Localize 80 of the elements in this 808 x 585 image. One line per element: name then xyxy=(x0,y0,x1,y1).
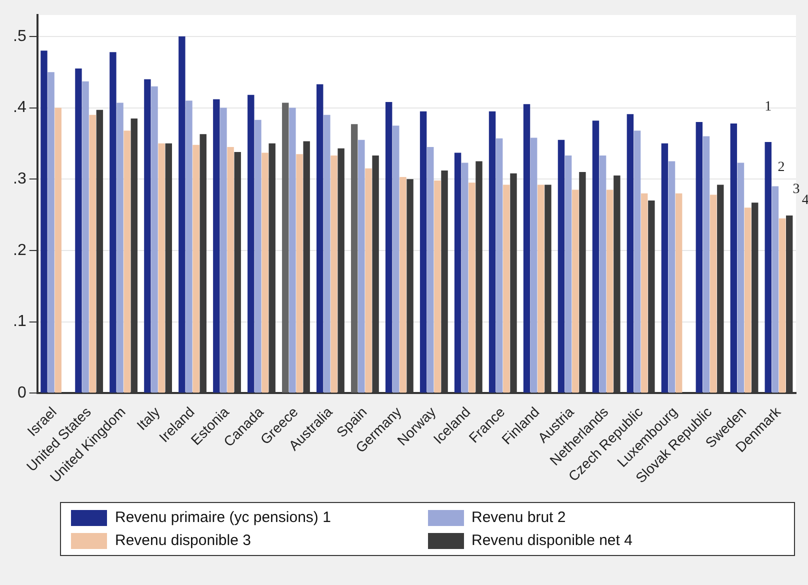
bar xyxy=(282,102,289,393)
bar xyxy=(40,50,48,393)
x-tick-label: Italy xyxy=(133,404,163,434)
bar xyxy=(503,184,510,393)
bar xyxy=(392,126,400,393)
bar xyxy=(675,193,682,393)
bar xyxy=(764,142,772,393)
legend-label: Revenu disponible 3 xyxy=(115,532,251,549)
bar xyxy=(538,184,544,393)
bar xyxy=(530,138,538,393)
y-tick-label: .4 xyxy=(13,99,26,116)
bar xyxy=(178,36,186,393)
bar xyxy=(358,140,365,393)
bar xyxy=(626,114,634,393)
bar xyxy=(89,114,96,393)
y-tick-label: 0 xyxy=(17,384,26,402)
legend-label: Revenu primaire (yc pensions) 1 xyxy=(115,509,331,526)
bar xyxy=(661,143,668,393)
bar xyxy=(82,81,89,393)
bar xyxy=(488,111,496,393)
bar xyxy=(296,154,303,393)
bar xyxy=(385,102,392,393)
bar xyxy=(330,156,338,393)
annotation: 3 xyxy=(792,182,800,198)
bar xyxy=(262,152,268,393)
bar xyxy=(192,144,200,393)
bar xyxy=(744,208,752,393)
bar xyxy=(124,130,130,393)
bar xyxy=(144,79,151,393)
bar xyxy=(523,104,530,393)
bar xyxy=(434,180,441,393)
bar xyxy=(702,136,710,393)
bar xyxy=(564,156,572,393)
y-tick-label: .1 xyxy=(13,313,26,330)
bar xyxy=(254,120,262,393)
bar xyxy=(462,162,468,393)
y-tick-label: .2 xyxy=(13,242,26,259)
bar xyxy=(324,114,330,393)
bar xyxy=(316,84,324,393)
bar xyxy=(186,100,192,393)
bar xyxy=(606,190,614,393)
bar xyxy=(778,218,786,393)
bar xyxy=(696,122,703,393)
bar xyxy=(350,124,358,393)
bar xyxy=(572,190,579,393)
bar xyxy=(710,194,717,393)
bar xyxy=(54,108,62,393)
bar xyxy=(640,193,648,393)
legend-label: Revenu brut 2 xyxy=(472,509,566,526)
bar xyxy=(420,111,427,393)
bar xyxy=(496,138,503,393)
bar xyxy=(730,123,738,393)
bar xyxy=(365,168,372,393)
bar xyxy=(48,72,54,393)
bar xyxy=(110,52,116,393)
legend-label: Revenu disponible net 4 xyxy=(472,532,632,549)
bar xyxy=(668,161,676,393)
bar xyxy=(220,108,227,393)
bar xyxy=(592,120,600,393)
y-tick-label: .5 xyxy=(13,28,26,45)
bar xyxy=(558,140,565,393)
bar xyxy=(599,156,606,393)
bar xyxy=(454,152,462,393)
bar xyxy=(289,108,296,393)
bar xyxy=(213,99,220,393)
bar xyxy=(158,143,165,393)
bar xyxy=(634,130,641,393)
annotation: 1 xyxy=(764,100,772,115)
bar xyxy=(772,186,779,393)
bar xyxy=(737,162,744,393)
bar xyxy=(468,182,476,393)
bar xyxy=(116,102,124,393)
bar xyxy=(151,86,158,393)
y-tick-label: .3 xyxy=(13,170,26,188)
bar xyxy=(248,94,254,393)
bar xyxy=(227,146,234,393)
bar xyxy=(400,176,406,393)
annotation: 2 xyxy=(778,160,785,175)
bar xyxy=(427,146,434,393)
bar xyxy=(75,68,82,393)
